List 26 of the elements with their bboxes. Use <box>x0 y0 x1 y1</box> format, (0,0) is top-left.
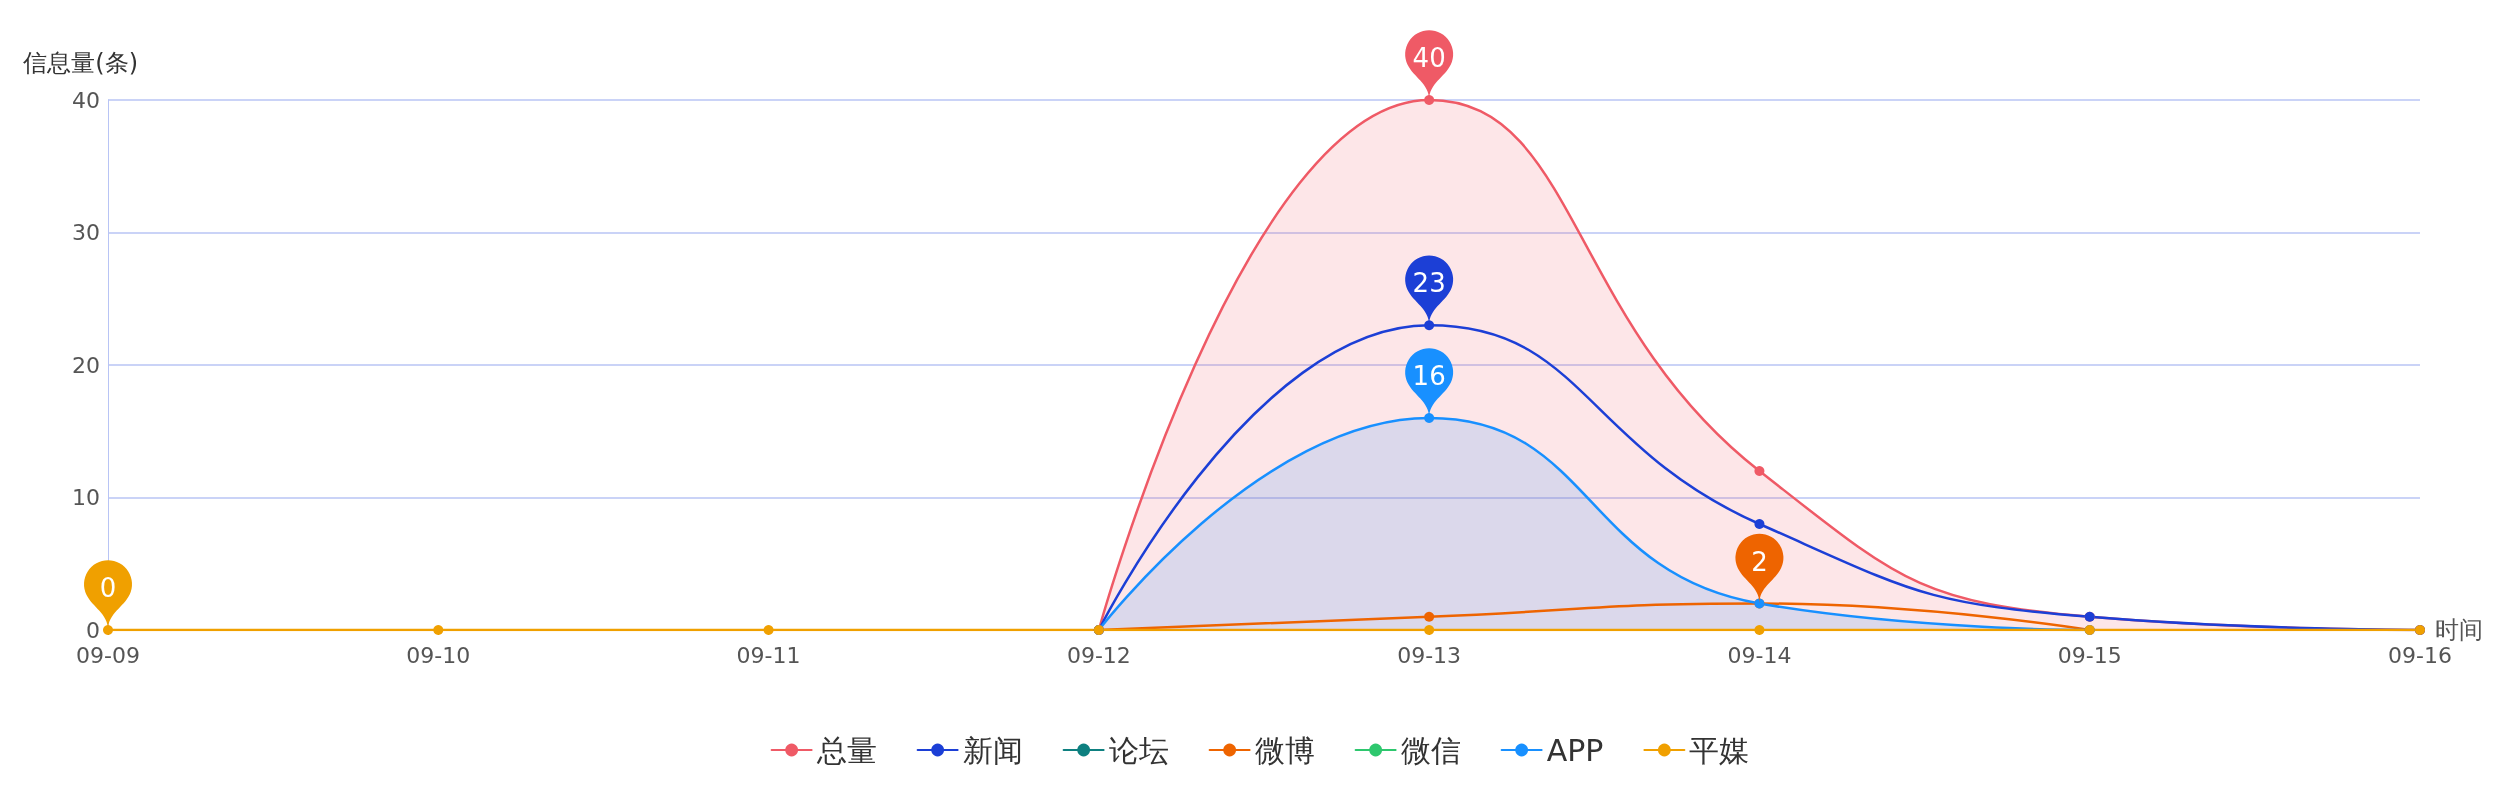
x-tick-label: 09-11 <box>736 642 801 668</box>
y-tick-label: 10 <box>72 485 100 510</box>
x-tick-label: 09-09 <box>76 642 140 668</box>
data-label: 2 <box>1751 546 1768 577</box>
y-tick-label: 30 <box>72 220 100 245</box>
x-tick-label: 09-14 <box>1727 642 1792 668</box>
x-tick-label: 09-13 <box>1397 642 1462 668</box>
legend-label: 平媒 <box>1689 732 1750 768</box>
data-label: 23 <box>1412 268 1446 299</box>
y-tick-label: 0 <box>86 617 100 643</box>
data-label: 16 <box>1412 361 1446 392</box>
legend-label: 微博 <box>1254 732 1315 768</box>
legend-label: 总量 <box>815 732 877 768</box>
x-tick-label: 09-10 <box>406 642 471 668</box>
data-label: 40 <box>1412 43 1446 74</box>
x-tick-label: 09-16 <box>2388 642 2452 668</box>
legend-label: 微信 <box>1400 732 1461 768</box>
x-tick-label: 09-12 <box>1066 642 1131 668</box>
legend-label: 论坛 <box>1108 732 1169 768</box>
x-tick-label: 09-15 <box>2057 642 2122 668</box>
y-axis-title: 信息量(条) <box>23 49 138 77</box>
y-tick-label: 40 <box>72 87 100 113</box>
y-tick-label: 20 <box>72 352 100 378</box>
legend-label: 新闻 <box>962 732 1023 768</box>
legend-label: APP <box>1546 732 1604 768</box>
x-axis-title: 时间 <box>2435 616 2483 644</box>
